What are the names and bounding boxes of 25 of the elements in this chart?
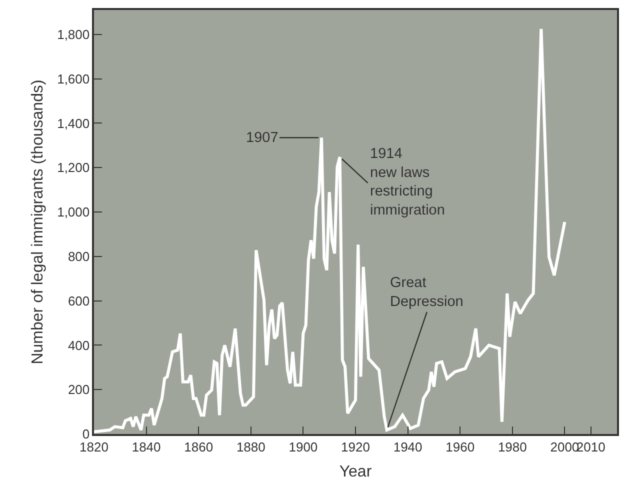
y-tick-label: 200 xyxy=(68,382,90,398)
x-axis-title: Year xyxy=(339,464,372,481)
y-tick-label: 1,000 xyxy=(57,204,90,220)
line-series xyxy=(94,27,566,434)
x-tick-label: 1900 xyxy=(288,439,318,454)
annotation: Great Depression xyxy=(390,275,464,310)
annotation: 1907 xyxy=(246,130,278,146)
y-tick-label: 800 xyxy=(68,248,90,264)
x-tick-label: 1940 xyxy=(393,439,422,454)
y-axis-title: Number of legal immigrants (thousands) xyxy=(30,80,47,364)
x-tick-label: 1880 xyxy=(236,439,266,454)
y-tick-label: 1,200 xyxy=(57,160,90,176)
x-tick-label: 1920 xyxy=(341,439,370,454)
y-tick-label: 1,400 xyxy=(57,116,90,131)
x-tick-label: 1980 xyxy=(498,439,527,454)
y-tick-label: 600 xyxy=(68,293,90,308)
y-tick-label: 1,600 xyxy=(57,71,90,86)
y-tick-label: 1,800 xyxy=(57,26,90,42)
x-tick-label: 1820 xyxy=(80,439,108,454)
y-tick-label: 0 xyxy=(82,426,90,442)
x-tick-label: 1960 xyxy=(446,439,475,454)
y-tick-label: 400 xyxy=(68,338,90,353)
annotation: 1914 new laws restricting immigration xyxy=(370,146,445,219)
x-tick-label: 1860 xyxy=(184,439,214,454)
x-tick-label: 1840 xyxy=(132,439,161,454)
